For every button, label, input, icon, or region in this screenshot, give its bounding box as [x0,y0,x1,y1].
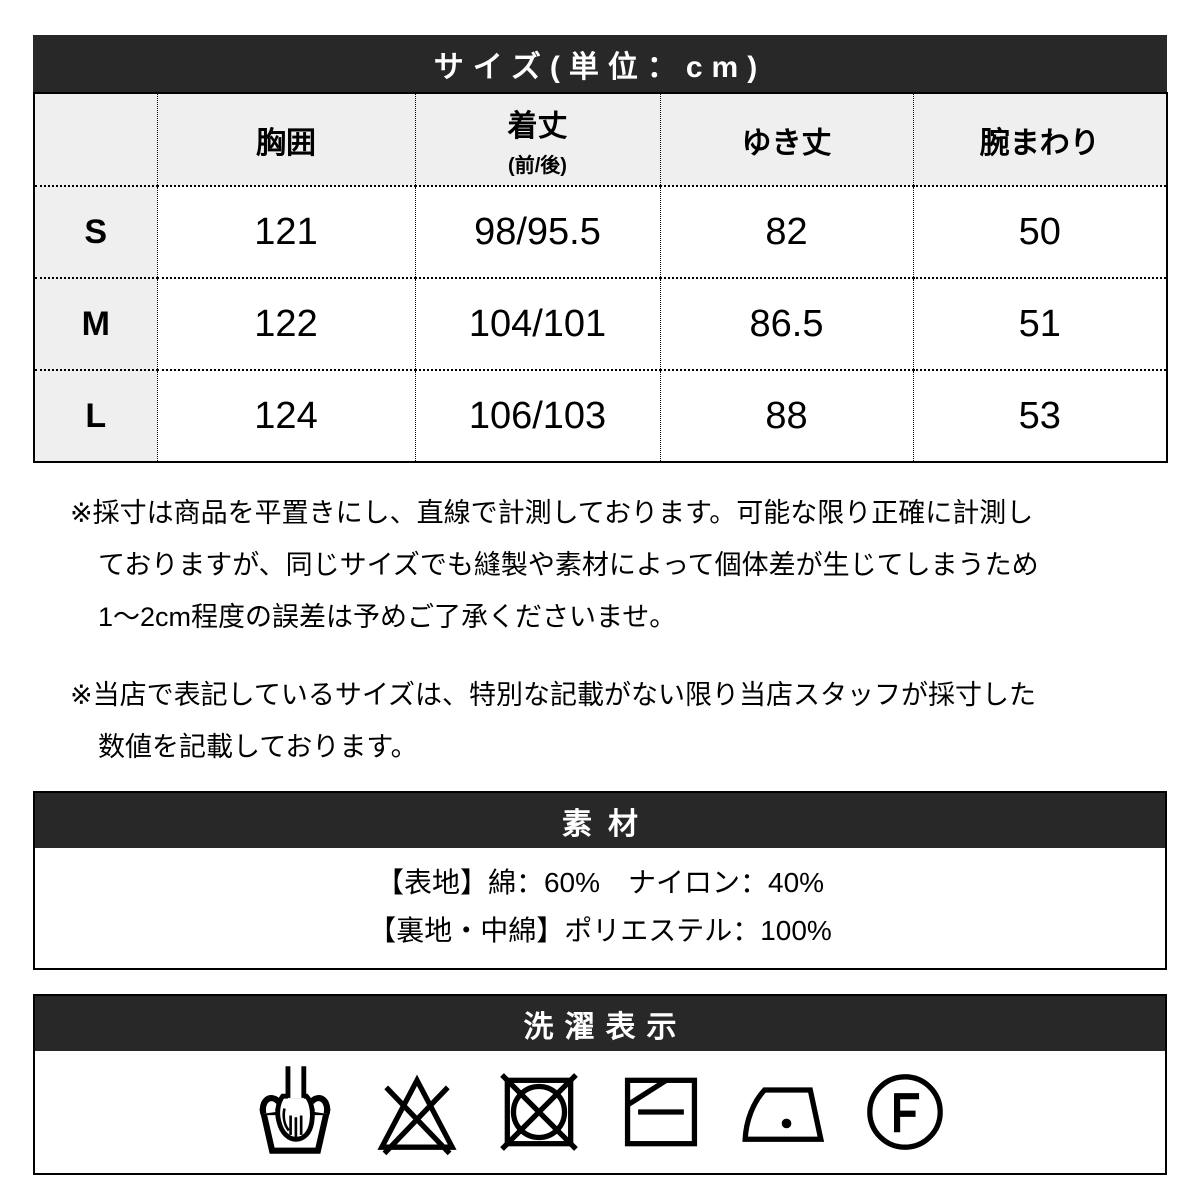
iron-low-heat-icon [739,1064,827,1160]
material-title: 素材 [562,807,654,841]
arm-value: 50 [912,185,1168,279]
size-label: M [33,277,158,371]
table-row-m: M 122 104/101 86.5 51 [33,277,1168,371]
laundry-title-bar: 洗濯表示 [35,996,1165,1051]
corner-cell [33,92,158,187]
sleeve-value: 86.5 [659,277,914,371]
table-row-s: S 121 98/95.5 82 50 [33,185,1168,279]
column-header-length-sub: (前/後) [508,155,567,177]
length-value: 106/103 [414,369,661,463]
column-header-sleeve: ゆき丈 [659,92,914,187]
chest-value: 124 [156,369,416,463]
measurement-notes: ※採寸は商品を平置きにし、直線で計測しております。可能な限り正確に計測し ており… [33,487,1167,773]
do-not-tumble-dry-icon [495,1064,583,1160]
chest-value: 121 [156,185,416,279]
hand-wash-icon [251,1064,339,1160]
laundry-section: 洗濯表示 [33,994,1167,1175]
note-line: 1～2cm程度の誤差は予めご了承くださいませ。 [98,602,677,632]
flat-dry-in-shade-icon [617,1064,705,1160]
arm-value: 53 [912,369,1168,463]
note-measurement-accuracy: ※採寸は商品を平置きにし、直線で計測しております。可能な限り正確に計測し ており… [33,487,1167,643]
length-value: 98/95.5 [414,185,661,279]
note-line: 数値を記載しております。 [98,732,418,762]
size-table-title-bar: サイズ(単位：cm) [33,35,1167,92]
note-staff-measured: ※当店で表記しているサイズは、特別な記載がない限り当店スタッフが採寸した 数値を… [33,669,1167,773]
laundry-title: 洗濯表示 [523,1010,688,1044]
column-header-arm: 腕まわり [912,92,1168,187]
material-outer-fabric: 【表地】綿：60% ナイロン：40% [375,867,825,898]
material-body: 【表地】綿：60% ナイロン：40% 【裏地・中綿】ポリエステル：100% [35,848,1165,968]
size-table-title: サイズ(単位：cm) [433,50,767,84]
column-header-chest: 胸囲 [156,92,416,187]
size-table-header-row: 胸囲 着丈 (前/後) ゆき丈 腕まわり [33,92,1168,187]
column-header-length: 着丈 (前/後) [414,92,661,187]
note-line: ※採寸は商品を平置きにし、直線で計測しております。可能な限り正確に計測し [70,498,1034,528]
material-lining: 【裏地・中綿】ポリエステル：100% [368,915,832,946]
size-label: S [33,185,158,279]
material-title-bar: 素材 [35,793,1165,848]
size-label: L [33,369,158,463]
laundry-icon-row [35,1051,1165,1173]
arm-value: 51 [912,277,1168,371]
sleeve-value: 88 [659,369,914,463]
note-line: ※当店で表記しているサイズは、特別な記載がない限り当店スタッフが採寸した [70,680,1037,710]
note-line: ておりますが、同じサイズでも縫製や素材によって個体差が生じてしまうため [98,550,1039,580]
column-header-length-main: 着丈 [507,110,568,143]
size-section: サイズ(単位：cm) 胸囲 着丈 (前/後) ゆき丈 腕まわり S [33,35,1168,463]
sleeve-value: 82 [659,185,914,279]
material-section: 素材 【表地】綿：60% ナイロン：40% 【裏地・中綿】ポリエステル：100% [33,791,1167,970]
table-row-l: L 124 106/103 88 53 [33,369,1168,463]
chest-value: 122 [156,277,416,371]
length-value: 104/101 [414,277,661,371]
size-table: 胸囲 着丈 (前/後) ゆき丈 腕まわり S 121 98/95.5 82 50 [33,92,1168,463]
do-not-bleach-icon [373,1064,461,1160]
dry-clean-petroleum-icon [861,1064,949,1160]
